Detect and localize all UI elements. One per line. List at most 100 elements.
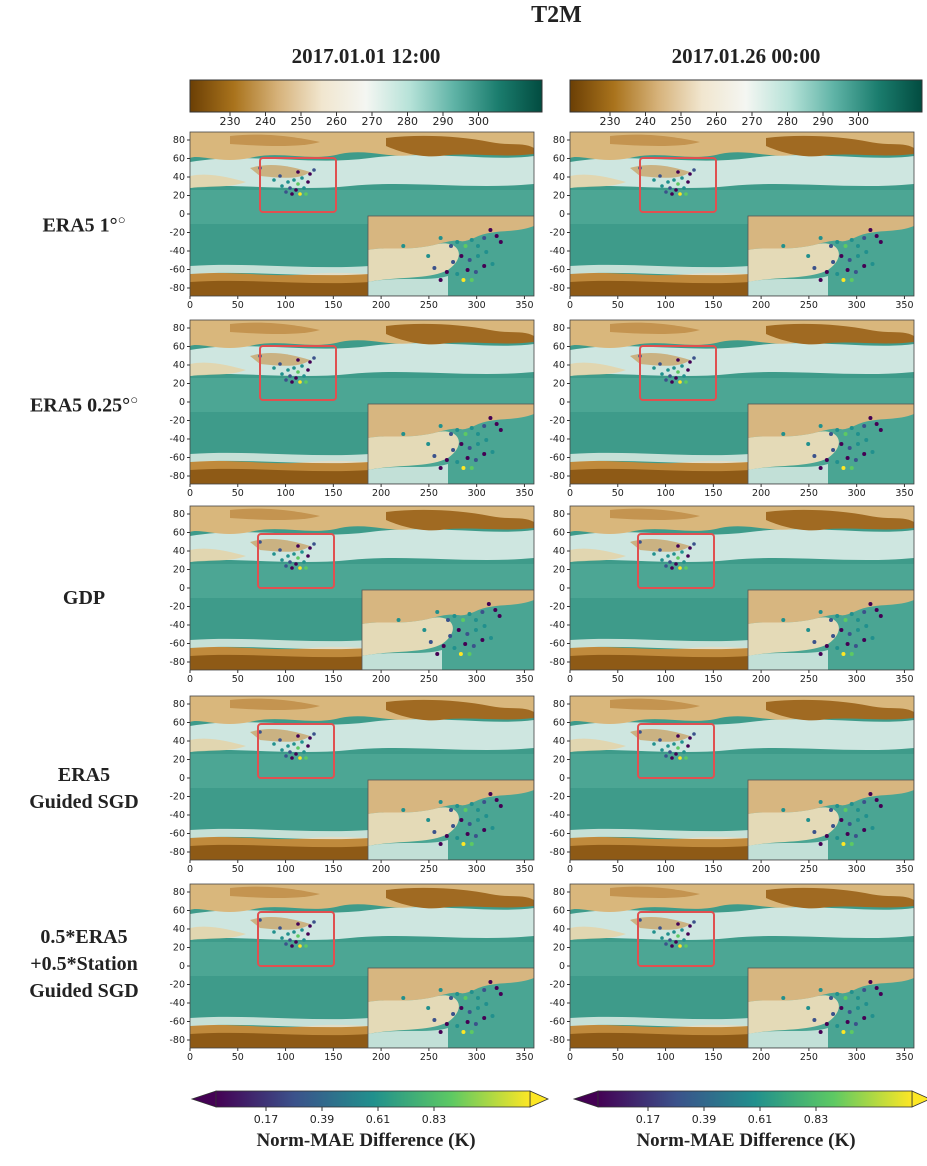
station-dot (312, 732, 316, 736)
inset-station-dot (432, 1018, 437, 1022)
x-tick-label: 350 (515, 300, 533, 310)
y-tick-label: -80 (169, 657, 185, 668)
x-tick-label: 350 (515, 488, 533, 498)
inset-station-dot (438, 466, 443, 470)
station-dot (664, 378, 668, 382)
inset-station-dot (463, 432, 468, 436)
inset-station-dot (781, 996, 786, 1000)
x-tick-label: 150 (324, 300, 342, 310)
station-dot (674, 188, 678, 192)
y-tick-label: 40 (553, 546, 565, 557)
x-tick-label: 300 (848, 864, 866, 874)
inset-station-dot (438, 236, 443, 240)
inset-station-dot (473, 458, 478, 462)
inset-station-dot (467, 446, 472, 450)
station-dot (652, 552, 656, 556)
y-tick-label: -60 (549, 639, 565, 650)
row-label-gdp: GDP (62, 587, 106, 609)
x-tick-label: 0 (187, 864, 193, 874)
station-dot (280, 372, 284, 376)
inset-station-dot (849, 802, 854, 806)
station-dot (666, 368, 670, 372)
inset-station-dot (467, 258, 472, 262)
inset-station-dot (441, 644, 446, 648)
inset-station-dot (432, 454, 437, 458)
inset-station-dot (469, 426, 474, 430)
inset-station-dot (488, 416, 493, 420)
y-tick-label: -20 (169, 602, 185, 613)
inset-station-dot (831, 1012, 836, 1016)
station-dot (290, 566, 294, 570)
station-dot (302, 560, 306, 564)
inset-station-dot (878, 428, 883, 432)
inset-station-dot (498, 240, 503, 244)
station-dot (652, 366, 656, 370)
figure-title: T2M (531, 2, 582, 28)
y-tick-label: -20 (549, 602, 565, 613)
region-highlight-box (639, 157, 717, 213)
station-dot (652, 178, 656, 182)
station-dot (658, 362, 662, 366)
inset-station-dot (829, 996, 833, 1000)
inset-station-dot (451, 448, 456, 452)
y-tick-label: 0 (179, 397, 185, 408)
y-tick-label: 80 (553, 887, 565, 898)
station-dot (660, 372, 664, 376)
y-tick-label: 20 (173, 755, 185, 766)
station-dot (668, 938, 672, 942)
station-dot (692, 920, 696, 924)
temperature-colorbar-left: 230 240 250 260 270 280 290 300 (189, 79, 543, 126)
zoom-inset (747, 779, 914, 860)
x-tick-label: 350 (895, 864, 913, 874)
inset-station-dot (862, 988, 867, 992)
y-tick-label: 40 (173, 736, 185, 747)
inset-station-dot (835, 804, 840, 808)
inset-station-dot (841, 278, 846, 282)
inset-station-dot (818, 988, 823, 992)
station-dot (304, 192, 308, 196)
x-tick-label: 250 (420, 864, 438, 874)
inset-station-dot (444, 270, 449, 274)
inset-station-dot (845, 456, 850, 460)
inset-station-dot (467, 822, 472, 826)
inset-station-dot (845, 1020, 850, 1024)
x-tick-label: 350 (515, 864, 533, 874)
inset-station-dot (862, 610, 867, 614)
inset-station-dot (493, 608, 498, 612)
inset-station-dot (452, 614, 457, 618)
inset-station-dot (448, 634, 453, 638)
inset-station-dot (870, 636, 875, 640)
inset-station-dot (459, 442, 464, 446)
inset-station-dot (461, 618, 466, 622)
inset-station-dot (482, 1016, 487, 1020)
inset-station-dot (849, 426, 854, 430)
inset-station-dot (829, 432, 833, 436)
station-dot (306, 554, 310, 558)
colorbar-tick-label: 260 (326, 115, 347, 126)
colorbar-tick-label: 280 (397, 115, 418, 126)
inset-station-dot (444, 458, 449, 462)
row-label-text: ERA5 1° (42, 214, 118, 237)
station-dot (670, 380, 674, 384)
inset-station-dot (812, 454, 817, 458)
inset-station-dot (490, 826, 495, 830)
station-dot (306, 180, 310, 184)
station-dot (290, 756, 294, 760)
y-tick-label: 40 (173, 546, 185, 557)
y-tick-label: 20 (173, 191, 185, 202)
inset-station-dot (864, 1002, 869, 1006)
y-tick-label: -20 (169, 792, 185, 803)
station-dot (304, 944, 308, 948)
station-dot (312, 356, 316, 360)
station-dot (684, 566, 688, 570)
region-highlight-box (637, 533, 715, 589)
station-dot (666, 180, 670, 184)
inset-station-dot (847, 446, 852, 450)
x-tick-label: 150 (704, 1052, 722, 1062)
inset-station-dot (489, 636, 493, 640)
colorbar-tick-label: 230 (220, 115, 241, 126)
y-tick-label: 0 (179, 209, 185, 220)
x-tick-label: 250 (800, 864, 818, 874)
station-dot (280, 184, 284, 188)
